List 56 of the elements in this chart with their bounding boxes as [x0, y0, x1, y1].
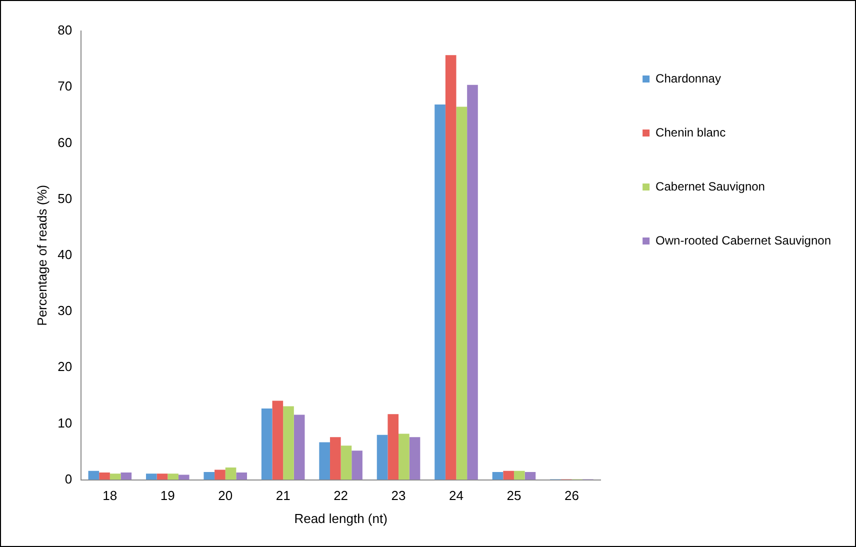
bar [352, 450, 362, 480]
bar [524, 472, 536, 480]
bar [467, 84, 478, 480]
x-tick-label: 20 [218, 488, 233, 504]
bar [376, 434, 388, 480]
bar [445, 55, 456, 480]
bar [120, 472, 132, 480]
legend-label: Cabernet Sauvignon [656, 179, 765, 194]
bar [225, 467, 236, 480]
bar [99, 472, 110, 480]
bar [503, 470, 514, 480]
x-tick-label: 23 [391, 488, 406, 504]
y-tick-label: 30 [58, 303, 72, 318]
bar [330, 437, 341, 480]
bar [236, 472, 248, 480]
bar [272, 400, 284, 480]
bar [492, 472, 504, 480]
y-tick-label: 60 [58, 134, 72, 150]
bar [261, 408, 272, 480]
x-tick-label: 18 [102, 488, 118, 504]
y-tick-label: 20 [58, 359, 72, 374]
bar [283, 406, 294, 480]
bar [340, 446, 352, 480]
x-tick-label: 22 [334, 488, 348, 504]
bar [214, 470, 226, 480]
y-tick-label: 80 [58, 22, 72, 38]
y-tick-label: 40 [58, 246, 72, 262]
legend-label: Own-rooted Cabernet Sauvignon [656, 233, 832, 248]
bar [294, 414, 305, 480]
bar [146, 474, 157, 480]
y-tick-label: 50 [58, 190, 72, 206]
bar [398, 434, 410, 480]
bar [204, 472, 215, 480]
bar [168, 474, 178, 480]
x-tick-label: 25 [506, 488, 522, 504]
x-tick-label: 21 [276, 488, 290, 504]
x-axis-title: Read length (nt) [294, 510, 388, 526]
x-tick-label: 24 [449, 488, 464, 504]
x-tick-label: 19 [160, 488, 175, 504]
bar [178, 474, 190, 480]
bar [319, 442, 330, 480]
bar [110, 474, 121, 480]
bar [409, 437, 420, 480]
bar [456, 106, 468, 480]
y-tick-label: 0 [64, 471, 72, 486]
bar [156, 474, 168, 480]
bar [434, 104, 446, 480]
bar [514, 470, 525, 480]
bar [88, 470, 100, 480]
x-tick-label: 26 [564, 488, 579, 504]
legend-label: Chardonnay [656, 71, 721, 86]
y-axis-title: Percentage of reads (%) [34, 184, 50, 326]
y-tick-label: 70 [58, 78, 72, 94]
bar [388, 414, 399, 480]
legend-label: Chenin blanc [656, 125, 726, 140]
y-tick-label: 10 [58, 415, 72, 430]
